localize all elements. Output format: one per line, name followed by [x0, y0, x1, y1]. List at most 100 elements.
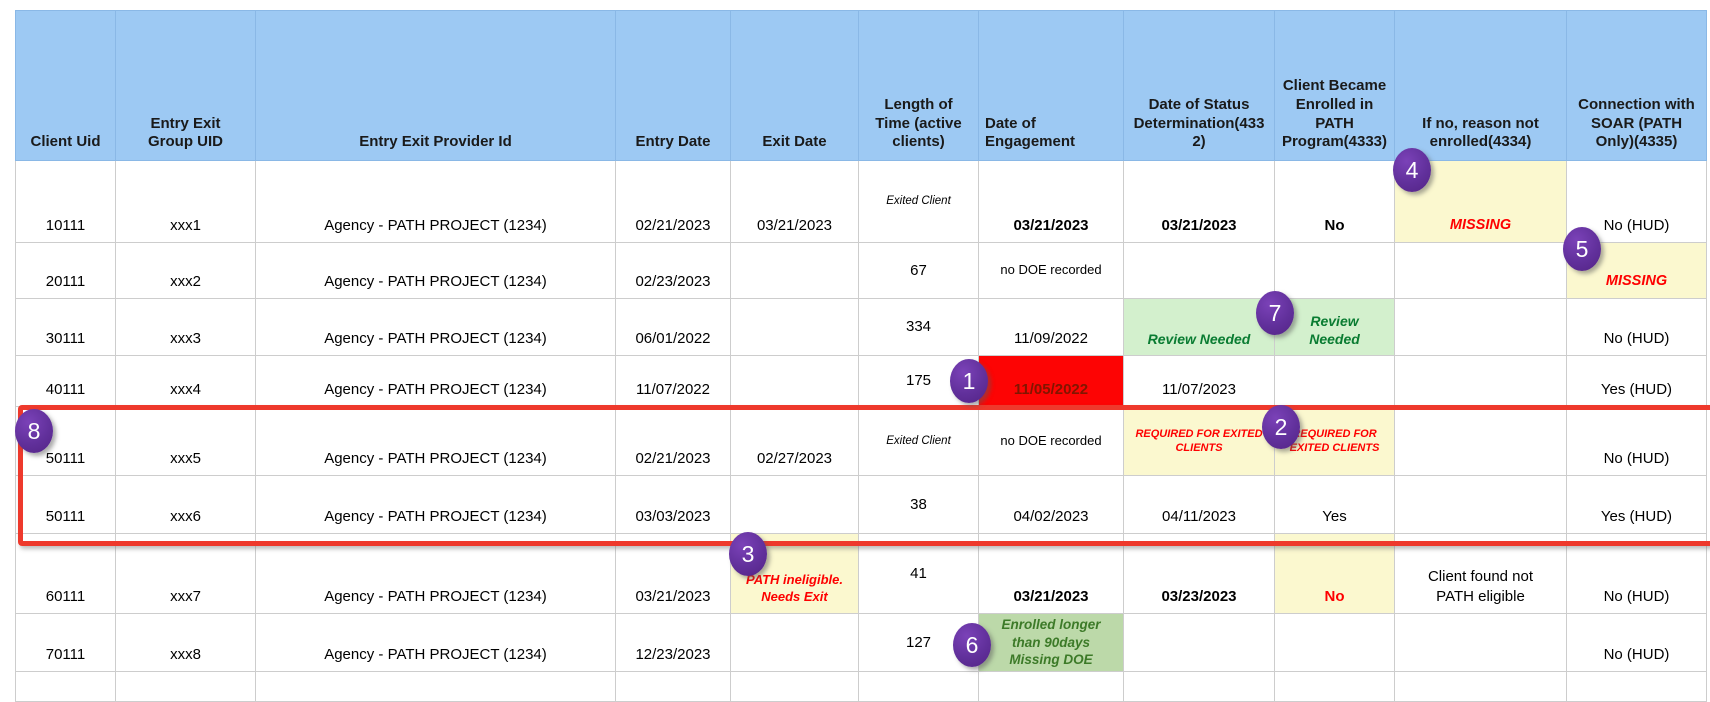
cell-reason_not_enrolled[interactable]: [1394, 242, 1567, 299]
cell-reason_not_enrolled[interactable]: [1394, 671, 1567, 702]
cell-entry_exit_provider_id[interactable]: Agency - PATH PROJECT (1234): [255, 355, 616, 407]
cell-client_became_enrolled[interactable]: No: [1274, 533, 1395, 614]
cell-client_became_enrolled[interactable]: No: [1274, 160, 1395, 243]
cell-client_uid[interactable]: 30111: [15, 298, 116, 356]
cell-entry_date[interactable]: 03/03/2023: [615, 475, 731, 534]
cell-entry_exit_provider_id[interactable]: Agency - PATH PROJECT (1234): [255, 406, 616, 476]
column-header-client_uid[interactable]: Client Uid: [15, 10, 116, 161]
cell-entry_date[interactable]: 02/21/2023: [615, 160, 731, 243]
cell-client_became_enrolled[interactable]: Yes: [1274, 475, 1395, 534]
cell-date_of_engagement[interactable]: 03/21/2023: [978, 160, 1124, 243]
cell-date_of_engagement[interactable]: 03/21/2023: [978, 533, 1124, 614]
cell-date_of_status_determination[interactable]: Review Needed: [1123, 298, 1275, 356]
cell-entry_exit_provider_id[interactable]: [255, 671, 616, 702]
cell-client_uid[interactable]: 40111: [15, 355, 116, 407]
cell-client_uid[interactable]: 60111: [15, 533, 116, 614]
cell-reason_not_enrolled[interactable]: [1394, 355, 1567, 407]
cell-exit_date[interactable]: PATH ineligible. Needs Exit: [730, 533, 859, 614]
cell-reason_not_enrolled[interactable]: [1394, 406, 1567, 476]
cell-entry_exit_group_uid[interactable]: xxx1: [115, 160, 256, 243]
cell-client_became_enrolled[interactable]: [1274, 242, 1395, 299]
cell-length_of_time[interactable]: Exited Client: [858, 406, 979, 476]
cell-entry_exit_provider_id[interactable]: Agency - PATH PROJECT (1234): [255, 533, 616, 614]
cell-date_of_status_determination[interactable]: 03/21/2023: [1123, 160, 1275, 243]
cell-client_became_enrolled[interactable]: [1274, 671, 1395, 702]
cell-date_of_engagement[interactable]: 04/02/2023: [978, 475, 1124, 534]
cell-reason_not_enrolled[interactable]: [1394, 613, 1567, 672]
cell-entry_exit_group_uid[interactable]: xxx4: [115, 355, 256, 407]
cell-length_of_time[interactable]: 38: [858, 475, 979, 534]
cell-client_uid[interactable]: 70111: [15, 613, 116, 672]
cell-date_of_status_determination[interactable]: 11/07/2023: [1123, 355, 1275, 407]
cell-client_uid[interactable]: 20111: [15, 242, 116, 299]
cell-date_of_engagement[interactable]: no DOE recorded: [978, 242, 1124, 299]
cell-date_of_status_determination[interactable]: [1123, 613, 1275, 672]
cell-date_of_status_determination[interactable]: REQUIRED FOR EXITED CLIENTS: [1123, 406, 1275, 476]
cell-entry_exit_group_uid[interactable]: xxx8: [115, 613, 256, 672]
cell-exit_date[interactable]: [730, 242, 859, 299]
cell-connection_with_soar[interactable]: No (HUD): [1566, 298, 1707, 356]
cell-entry_exit_provider_id[interactable]: Agency - PATH PROJECT (1234): [255, 242, 616, 299]
cell-client_became_enrolled[interactable]: [1274, 355, 1395, 407]
cell-client_uid[interactable]: [15, 671, 116, 702]
cell-date_of_status_determination[interactable]: [1123, 671, 1275, 702]
cell-reason_not_enrolled[interactable]: [1394, 475, 1567, 534]
column-header-date_of_engagement[interactable]: Date of Engagement: [978, 10, 1124, 161]
cell-connection_with_soar[interactable]: No (HUD): [1566, 406, 1707, 476]
cell-entry_exit_provider_id[interactable]: Agency - PATH PROJECT (1234): [255, 613, 616, 672]
cell-entry_exit_group_uid[interactable]: xxx2: [115, 242, 256, 299]
cell-length_of_time[interactable]: 334: [858, 298, 979, 356]
cell-date_of_engagement[interactable]: no DOE recorded: [978, 406, 1124, 476]
cell-exit_date[interactable]: [730, 613, 859, 672]
cell-exit_date[interactable]: [730, 355, 859, 407]
cell-entry_exit_group_uid[interactable]: xxx5: [115, 406, 256, 476]
cell-exit_date[interactable]: 03/21/2023: [730, 160, 859, 243]
cell-connection_with_soar[interactable]: No (HUD): [1566, 613, 1707, 672]
column-header-exit_date[interactable]: Exit Date: [730, 10, 859, 161]
column-header-reason_not_enrolled[interactable]: If no, reason not enrolled(4334): [1394, 10, 1567, 161]
column-header-length_of_time[interactable]: Length of Time (active clients): [858, 10, 979, 161]
cell-exit_date[interactable]: 02/27/2023: [730, 406, 859, 476]
cell-length_of_time[interactable]: 67: [858, 242, 979, 299]
cell-date_of_status_determination[interactable]: [1123, 242, 1275, 299]
cell-entry_date[interactable]: [615, 671, 731, 702]
cell-client_became_enrolled[interactable]: [1274, 613, 1395, 672]
cell-entry_exit_group_uid[interactable]: xxx6: [115, 475, 256, 534]
cell-length_of_time[interactable]: Exited Client: [858, 160, 979, 243]
cell-entry_date[interactable]: 02/23/2023: [615, 242, 731, 299]
cell-exit_date[interactable]: [730, 298, 859, 356]
cell-exit_date[interactable]: [730, 671, 859, 702]
cell-client_uid[interactable]: 50111: [15, 475, 116, 534]
column-header-entry_exit_group_uid[interactable]: Entry Exit Group UID: [115, 10, 256, 161]
column-header-entry_date[interactable]: Entry Date: [615, 10, 731, 161]
cell-length_of_time[interactable]: [858, 671, 979, 702]
column-header-connection_with_soar[interactable]: Connection with SOAR (PATH Only)(4335): [1566, 10, 1707, 161]
cell-entry_date[interactable]: 11/07/2022: [615, 355, 731, 407]
cell-date_of_engagement[interactable]: 11/09/2022: [978, 298, 1124, 356]
cell-entry_exit_group_uid[interactable]: xxx7: [115, 533, 256, 614]
cell-length_of_time[interactable]: 41: [858, 533, 979, 614]
cell-connection_with_soar[interactable]: [1566, 671, 1707, 702]
cell-entry_date[interactable]: 12/23/2023: [615, 613, 731, 672]
cell-date_of_status_determination[interactable]: 03/23/2023: [1123, 533, 1275, 614]
cell-connection_with_soar[interactable]: Yes (HUD): [1566, 355, 1707, 407]
cell-exit_date[interactable]: [730, 475, 859, 534]
cell-reason_not_enrolled[interactable]: [1394, 298, 1567, 356]
cell-reason_not_enrolled[interactable]: Client found not PATH eligible: [1394, 533, 1567, 614]
cell-entry_date[interactable]: 03/21/2023: [615, 533, 731, 614]
cell-entry_exit_group_uid[interactable]: [115, 671, 256, 702]
cell-date_of_engagement[interactable]: [978, 671, 1124, 702]
cell-entry_date[interactable]: 06/01/2022: [615, 298, 731, 356]
column-header-date_of_status_determination[interactable]: Date of Status Determination(433 2): [1123, 10, 1275, 161]
cell-date_of_status_determination[interactable]: 04/11/2023: [1123, 475, 1275, 534]
column-header-client_became_enrolled[interactable]: Client Became Enrolled in PATH Program(4…: [1274, 10, 1395, 161]
column-header-entry_exit_provider_id[interactable]: Entry Exit Provider Id: [255, 10, 616, 161]
cell-connection_with_soar[interactable]: No (HUD): [1566, 533, 1707, 614]
cell-entry_date[interactable]: 02/21/2023: [615, 406, 731, 476]
cell-date_of_engagement[interactable]: Enrolled longer than 90days Missing DOE: [978, 613, 1124, 672]
cell-entry_exit_group_uid[interactable]: xxx3: [115, 298, 256, 356]
cell-client_became_enrolled[interactable]: Review Needed: [1274, 298, 1395, 356]
cell-client_uid[interactable]: 50111: [15, 406, 116, 476]
cell-entry_exit_provider_id[interactable]: Agency - PATH PROJECT (1234): [255, 475, 616, 534]
cell-entry_exit_provider_id[interactable]: Agency - PATH PROJECT (1234): [255, 298, 616, 356]
